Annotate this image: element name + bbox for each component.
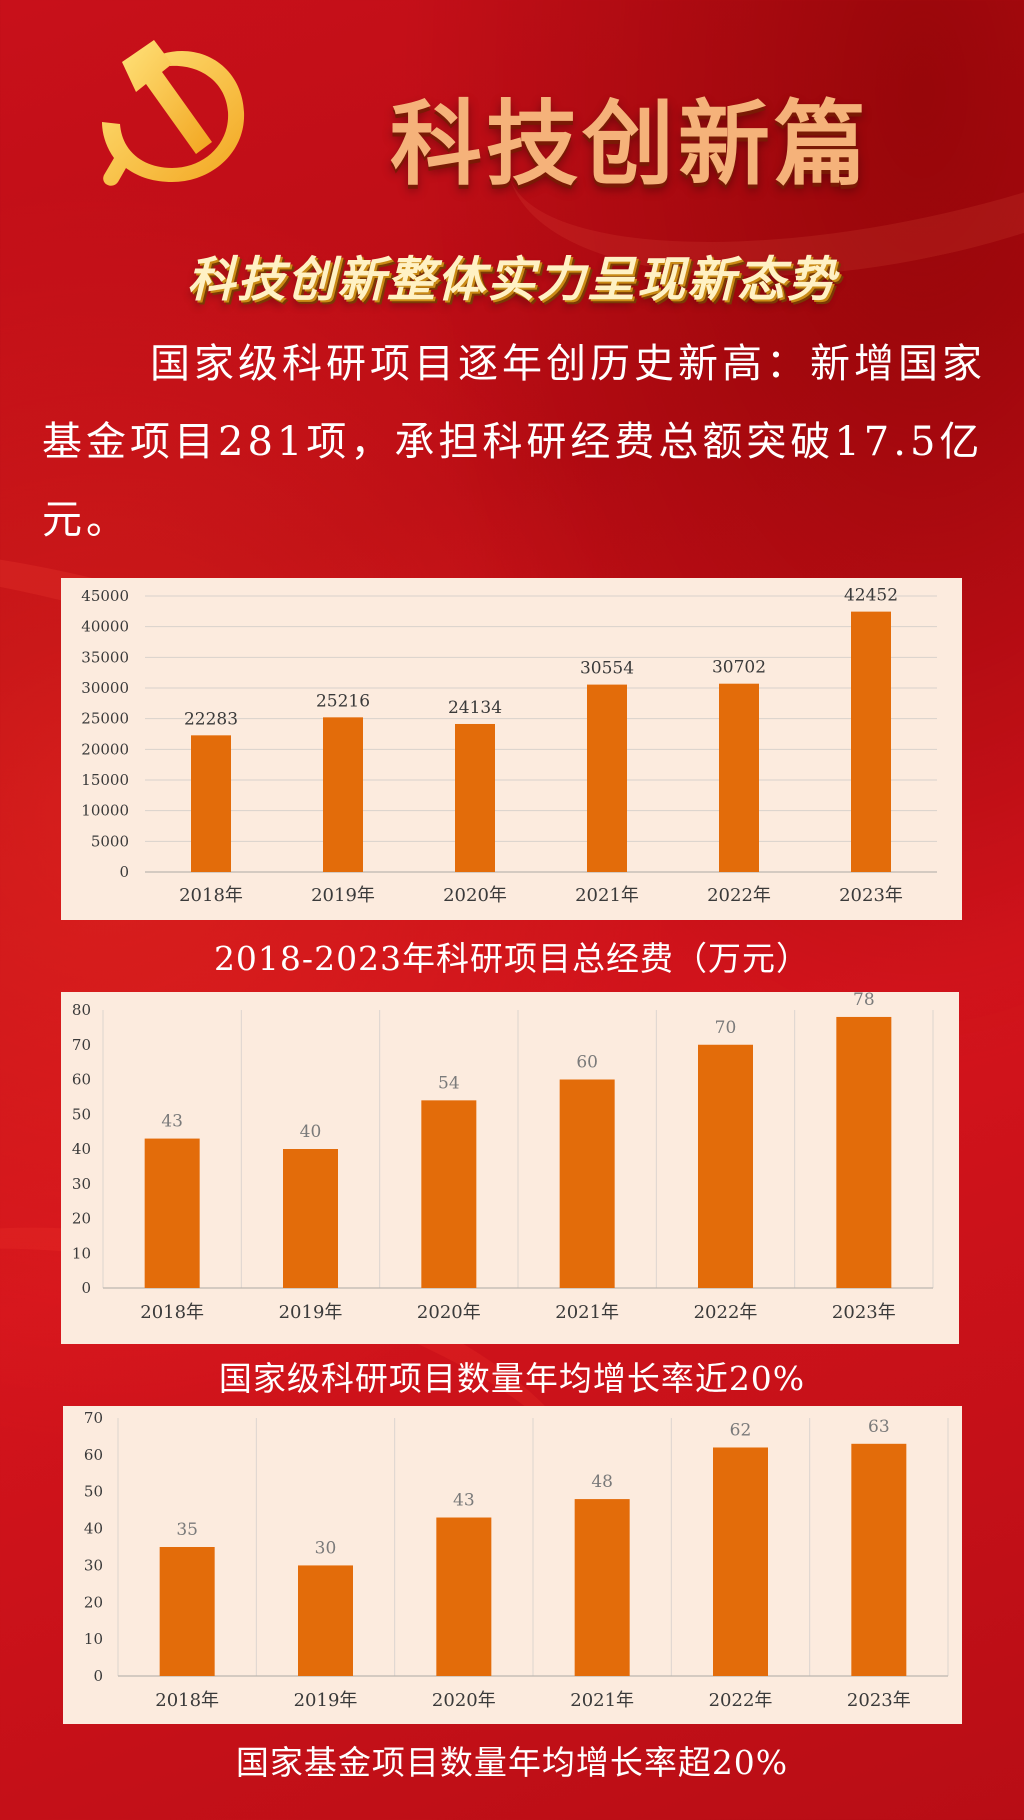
- bar: [159, 1547, 215, 1676]
- category-label: 2021年: [575, 885, 639, 906]
- y-tick-label: 60: [84, 1446, 103, 1464]
- category-label: 2018年: [179, 885, 243, 906]
- bar: [421, 1100, 477, 1288]
- category-label: 2023年: [832, 1302, 896, 1323]
- y-tick-label: 10: [72, 1244, 91, 1262]
- y-tick-label: 60: [72, 1071, 91, 1089]
- y-tick-label: 25000: [81, 710, 129, 728]
- category-label: 2020年: [443, 885, 507, 906]
- y-tick-label: 30000: [81, 679, 129, 697]
- data-label: 43: [453, 1491, 475, 1511]
- y-tick-label: 35000: [81, 648, 129, 666]
- category-label: 2020年: [417, 1302, 481, 1323]
- y-tick-label: 80: [72, 1001, 91, 1019]
- category-label: 2021年: [555, 1302, 619, 1323]
- intro-paragraph: 国家级科研项目逐年创历史新高：新增国家基金项目281项，承担科研经费总额突破17…: [42, 341, 986, 543]
- bar: [559, 1079, 615, 1288]
- y-tick-label: 50: [84, 1483, 103, 1501]
- bar: [574, 1499, 630, 1676]
- y-tick-label: 45000: [81, 587, 129, 605]
- y-tick-label: 15000: [81, 771, 129, 789]
- chart-total-funding-caption: 2018-2023年科研项目总经费（万元）: [213, 939, 811, 978]
- bar: [144, 1138, 200, 1288]
- category-label: 2022年: [694, 1302, 758, 1323]
- y-tick-label: 20: [72, 1210, 91, 1228]
- category-label: 2023年: [847, 1690, 911, 1711]
- chart-total-funding-svg: 0 5000 10000 15000 20000 25000 30000 35000 40000…: [81, 586, 937, 906]
- bar: [836, 1016, 892, 1288]
- category-label: 2019年: [294, 1690, 358, 1711]
- chart-fund-projects-svg: 0 10 20 30 40 50 60 70 35 2018年 30 2019年 43 2020年 48 20…: [84, 1409, 949, 1711]
- page-title: 科技创新篇: [390, 90, 871, 198]
- chart-fund-projects-caption: 国家基金项目数量年均增长率超20%: [235, 1743, 789, 1782]
- data-label: 70: [715, 1018, 737, 1038]
- category-label: 2022年: [707, 885, 771, 906]
- bar: [436, 1517, 492, 1676]
- category-label: 2018年: [155, 1690, 219, 1711]
- y-tick-label: 40: [84, 1520, 103, 1538]
- page-subtitle: 科技创新整体实力呈现新态势: [186, 252, 837, 308]
- data-label: 48: [591, 1472, 613, 1492]
- y-tick-label: 0: [81, 1279, 91, 1297]
- bar: [298, 1565, 353, 1676]
- bar: [719, 683, 759, 872]
- data-label: 62: [730, 1420, 752, 1440]
- y-tick-label: 40: [72, 1140, 91, 1158]
- data-label: 24134: [448, 698, 502, 718]
- y-tick-label: 70: [72, 1036, 91, 1054]
- bar: [283, 1149, 338, 1288]
- bar: [713, 1447, 768, 1676]
- category-label: 2019年: [311, 885, 375, 906]
- chart-national-projects-svg: 0 10 20 30 40 50 60 70 80 43 2018年 40 2019年 54 2020年 60…: [72, 992, 934, 1323]
- data-label: 40: [300, 1122, 322, 1142]
- y-tick-label: 5000: [91, 832, 129, 850]
- y-tick-label: 10000: [81, 802, 129, 820]
- category-label: 2022年: [709, 1690, 773, 1711]
- y-tick-label: 0: [119, 863, 129, 881]
- category-label: 2018年: [140, 1302, 204, 1323]
- data-label: 43: [161, 1112, 183, 1132]
- bar: [851, 611, 891, 872]
- bar: [851, 1443, 907, 1676]
- data-label: 25216: [316, 691, 370, 711]
- bar: [455, 723, 495, 872]
- category-label: 2021年: [570, 1690, 634, 1711]
- y-tick-label: 20000: [81, 740, 129, 758]
- data-label: 42452: [844, 586, 898, 606]
- y-tick-label: 0: [93, 1667, 103, 1685]
- bar: [323, 717, 363, 872]
- data-label: 78: [853, 992, 875, 1010]
- data-label: 30: [315, 1538, 337, 1558]
- y-tick-label: 30: [72, 1175, 91, 1193]
- category-label: 2020年: [432, 1690, 496, 1711]
- y-tick-label: 70: [84, 1409, 103, 1427]
- data-label: 35: [176, 1520, 198, 1540]
- chart-national-projects: 0 10 20 30 40 50 60 70 80 43 2018年 40 2019年 54 2020年 60…: [61, 992, 959, 1344]
- data-label: 30702: [712, 658, 766, 678]
- bar: [191, 735, 231, 872]
- y-tick-label: 10: [84, 1630, 103, 1648]
- chart-national-projects-caption: 国家级科研项目数量年均增长率近20%: [218, 1359, 806, 1398]
- data-label: 63: [868, 1417, 890, 1437]
- category-label: 2023年: [839, 885, 903, 906]
- hammer-sickle-icon: [102, 40, 245, 186]
- chart-fund-projects: 0 10 20 30 40 50 60 70 35 2018年 30 2019年 43 2020年 48 20…: [63, 1406, 962, 1724]
- data-label: 22283: [184, 709, 238, 729]
- data-label: 54: [438, 1073, 460, 1093]
- chart-total-funding: 0 5000 10000 15000 20000 25000 30000 35000 40000…: [61, 578, 962, 920]
- y-tick-label: 30: [84, 1556, 103, 1574]
- y-tick-label: 40000: [81, 618, 129, 636]
- y-tick-label: 50: [72, 1105, 91, 1123]
- bar: [698, 1044, 753, 1288]
- data-label: 30554: [580, 659, 634, 679]
- bar: [587, 684, 627, 872]
- y-tick-label: 20: [84, 1593, 103, 1611]
- data-label: 60: [576, 1053, 598, 1073]
- category-label: 2019年: [279, 1302, 343, 1323]
